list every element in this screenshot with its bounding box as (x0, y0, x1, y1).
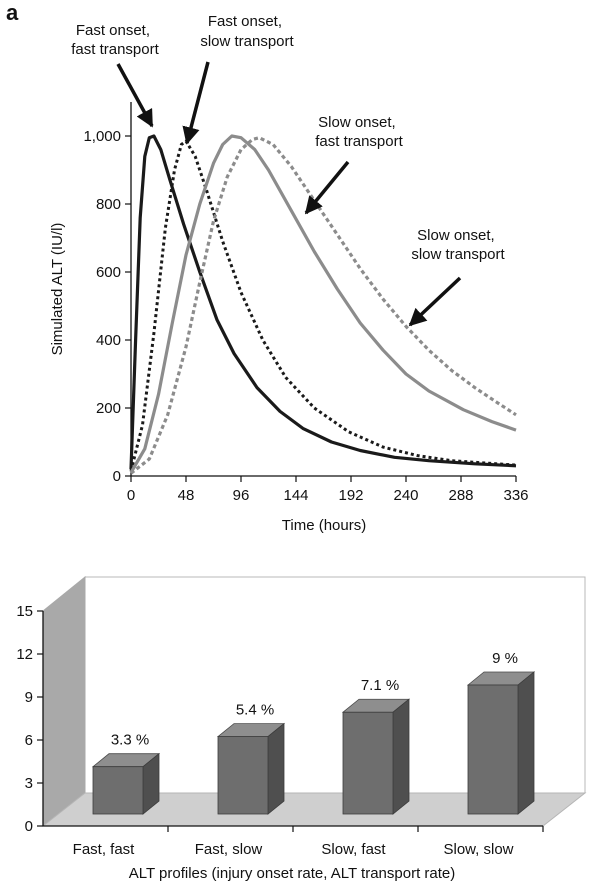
bars-group: 3.3 % 5.4 % 7.1 % 9 % (91, 650, 536, 815)
bar (91, 752, 161, 815)
series-fast-onset-fast-transport (129, 134, 517, 470)
line-x-tick-label: 192 (338, 487, 363, 504)
annotation-slow-fast: Slow onset, fast transport (315, 114, 403, 150)
arrow-slow-fast (304, 160, 350, 215)
arrow-fast-fast (116, 63, 154, 128)
line-x-tick-label: 48 (178, 487, 195, 504)
line-x-tick-label: 288 (448, 487, 473, 504)
line-x-axis-label: Time (hours) (282, 517, 366, 534)
bar-x-ticks: Fast, fast Fast, slow Slow, fast Slow, slow (73, 826, 544, 858)
bar-data-label: 3.3 % (111, 732, 149, 749)
line-y-tick-label: 0 (113, 468, 121, 485)
line-y-tick-label: 600 (96, 264, 121, 281)
line-x-tick-label: 240 (393, 487, 418, 504)
annotation-fast-fast: Fast onset, fast transport (71, 22, 159, 58)
line-y-axis-label: Simulated ALT (IU/l) (49, 223, 66, 356)
line-x-tick-label: 144 (283, 487, 308, 504)
bar-front-face (217, 736, 269, 815)
bar-category-label: Slow, slow (443, 841, 513, 858)
bar-y-tick-label: 0 (25, 818, 33, 835)
arrow-slow-slow (408, 276, 462, 327)
series-fast-onset-slow-transport (129, 139, 517, 472)
line-y-ticks: 0 200 400 600 800 1,000 (83, 128, 131, 485)
bar-category-label: Fast, slow (195, 841, 263, 858)
bar-data-label: 7.1 % (361, 677, 399, 694)
bar-data-label: 9 % (492, 650, 518, 667)
bar-front-face (342, 711, 394, 815)
bar-data-label: 5.4 % (236, 702, 274, 719)
series-slow-onset-fast-transport (129, 134, 517, 474)
bar-y-tick-label: 6 (25, 732, 33, 749)
line-y-tick-label: 800 (96, 196, 121, 213)
bar-side-face (392, 698, 410, 815)
panel-label: a (6, 0, 19, 25)
bar-front-face (467, 684, 519, 815)
annotation-slow-slow: Slow onset, slow transport (411, 227, 505, 263)
line-y-tick-label: 200 (96, 400, 121, 417)
bar-x-axis-label: ALT profiles (injury onset rate, ALT tra… (129, 865, 456, 882)
arrow-fast-slow (182, 61, 210, 145)
bar-y-ticks: 0 3 6 9 12 15 (16, 603, 43, 835)
bar-category-label: Fast, fast (73, 841, 136, 858)
bar-y-tick-label: 12 (16, 646, 33, 663)
bar (466, 671, 536, 815)
bar-front-face (92, 766, 144, 815)
line-x-tick-label: 96 (233, 487, 250, 504)
bar-y-tick-label: 3 (25, 775, 33, 792)
annotation-fast-slow: Fast onset, slow transport (200, 13, 294, 50)
bar-y-tick-label: 15 (16, 603, 33, 620)
line-x-tick-label: 336 (503, 487, 528, 504)
line-x-tick-label: 0 (127, 487, 135, 504)
bar (216, 722, 286, 815)
bar-chart: 0 3 6 9 12 15 Fast, fast Fast, slow Slow, fast S… (16, 575, 587, 882)
bar-chart-side-wall (42, 575, 86, 828)
bar-category-label: Slow, fast (321, 841, 386, 858)
bar-side-face (267, 722, 285, 815)
series-slow-onset-slow-transport (130, 136, 517, 475)
bar-y-tick-label: 9 (25, 689, 33, 706)
line-x-ticks: 0 48 96 144 192 240 288 336 (127, 476, 529, 504)
line-y-tick-label: 400 (96, 332, 121, 349)
line-y-tick-label: 1,000 (83, 128, 121, 145)
bar-side-face (517, 671, 535, 815)
line-series-group (129, 134, 517, 475)
bar (341, 698, 411, 815)
